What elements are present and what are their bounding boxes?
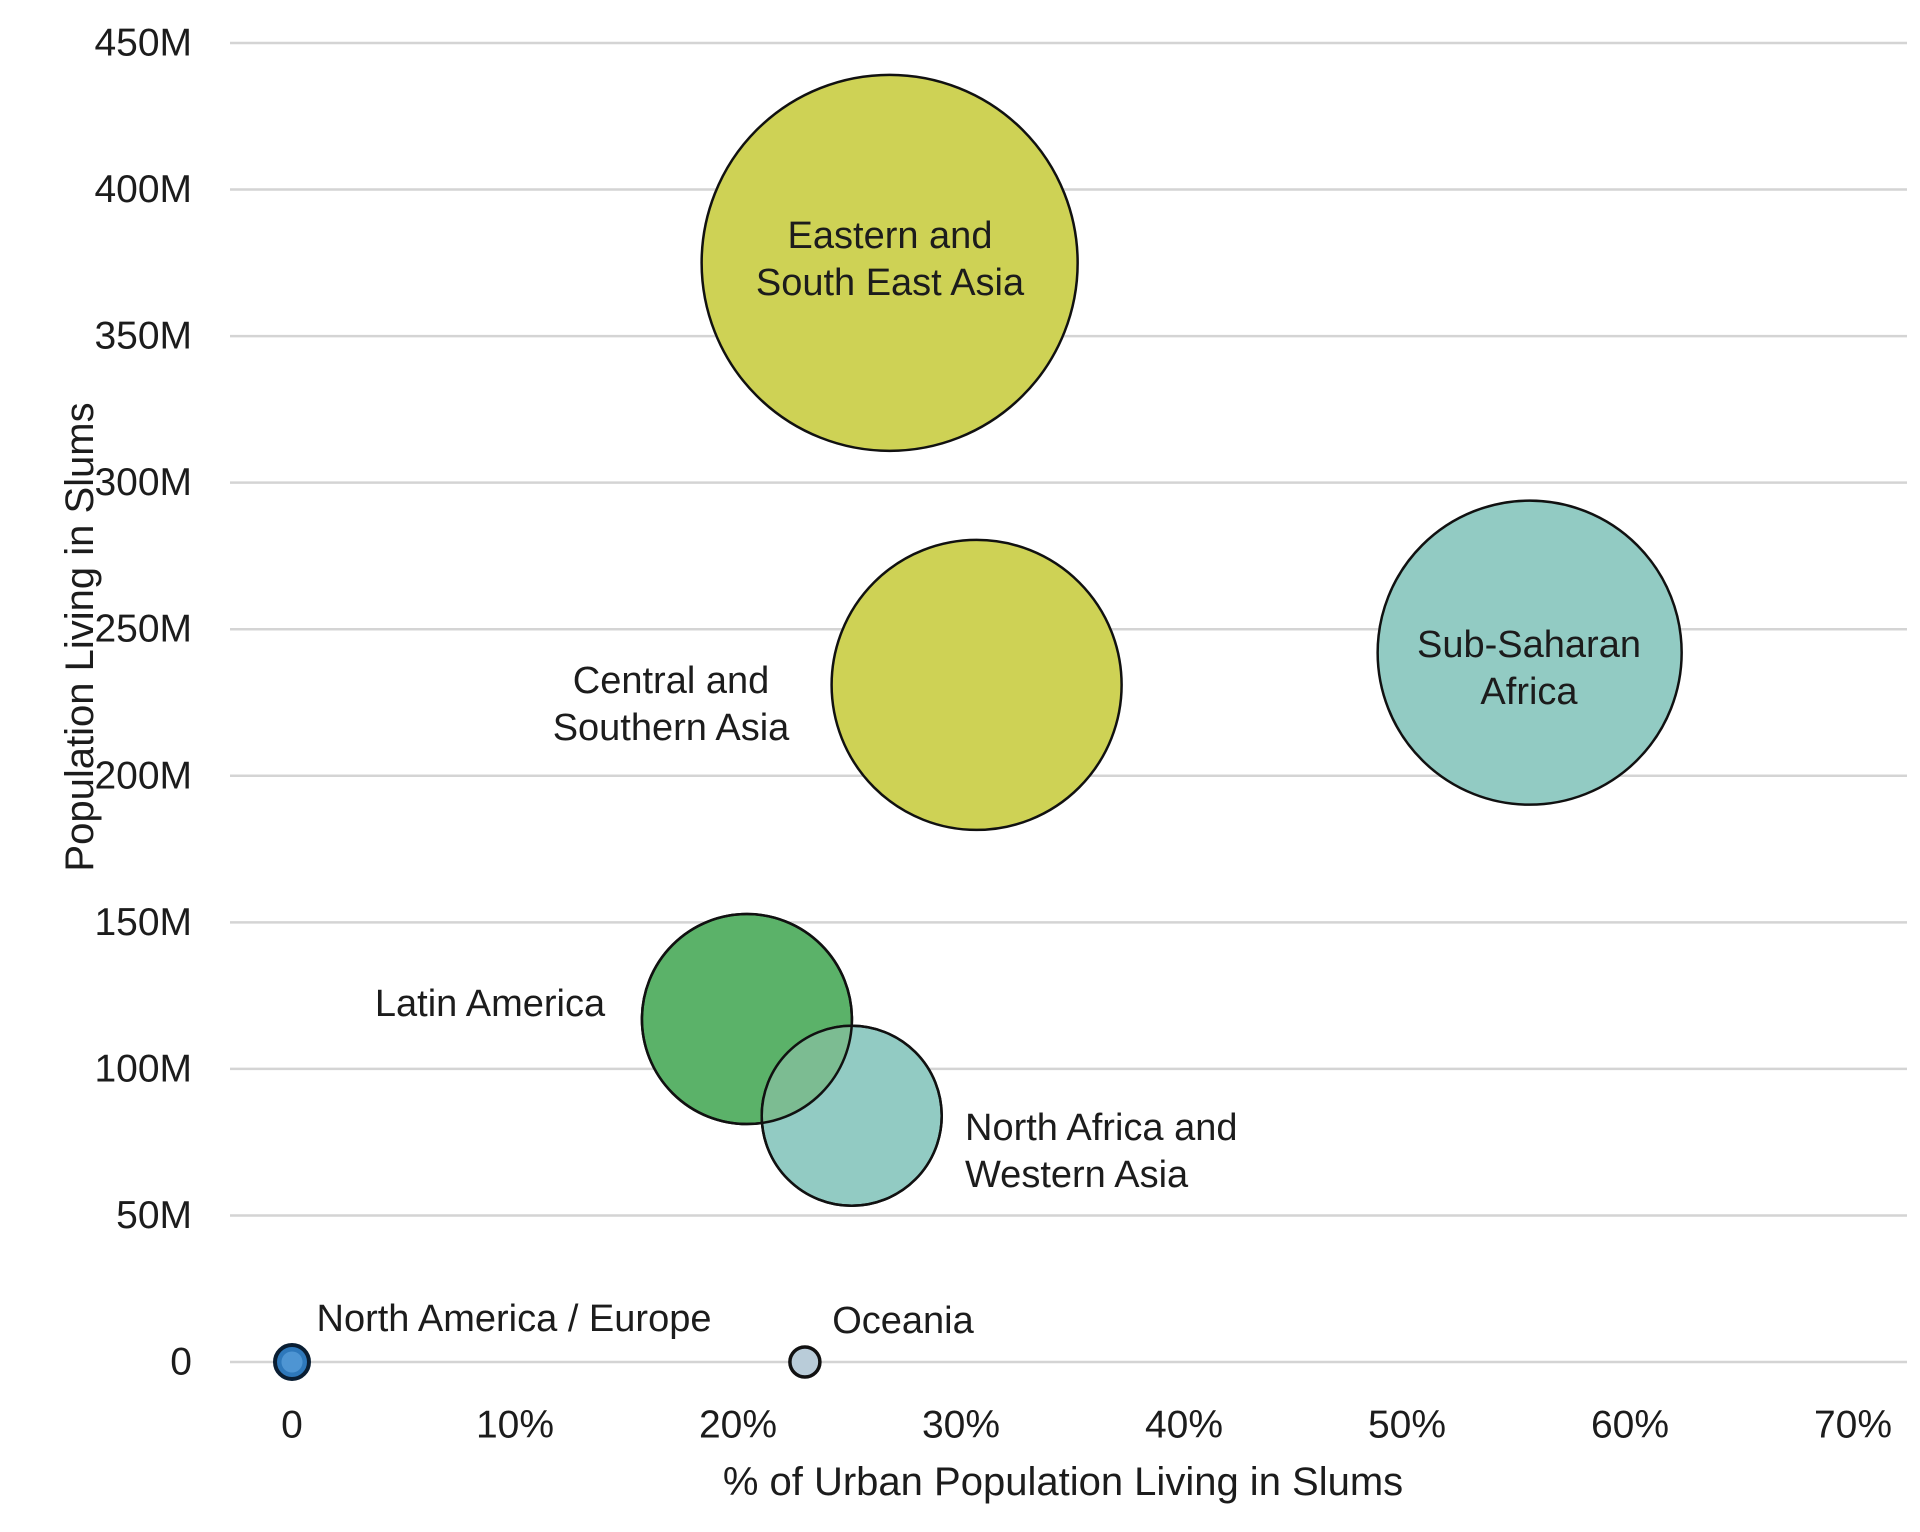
x-tick-60%: 60% bbox=[1591, 1404, 1669, 1447]
y-tick-0: 0 bbox=[170, 1341, 192, 1384]
bubble-oceania bbox=[788, 1345, 822, 1379]
bubble-central-and-southern-asia bbox=[830, 538, 1123, 832]
y-axis-tick-labels: 0 50M 100M 150M 200M 250M 300M 350M 400M 450M bbox=[94, 22, 192, 1384]
y-tick-300M: 300M bbox=[94, 461, 192, 504]
bubble-latin-america-outline bbox=[640, 912, 854, 1126]
y-tick-200M: 200M bbox=[94, 754, 192, 797]
label-central-and-southern-asia-line2: Southern Asia bbox=[553, 707, 790, 749]
x-tick-10%: 10% bbox=[476, 1404, 554, 1447]
bubble-north-america-europe-highlight bbox=[281, 1351, 303, 1373]
label-oceania-line1: Oceania bbox=[832, 1300, 974, 1342]
x-tick-30%: 30% bbox=[922, 1404, 1000, 1447]
x-axis-title: % of Urban Population Living in Slums bbox=[723, 1460, 1403, 1504]
label-sub-saharan-africa-line2: Africa bbox=[1480, 671, 1578, 713]
label-latin-america-line1: Latin America bbox=[375, 983, 606, 1025]
label-eastern-and-south-east-asia-line2: South East Asia bbox=[756, 262, 1025, 304]
label-central-and-southern-asia-line1: Central and bbox=[573, 660, 769, 702]
bubble-north-africa-and-western-asia-outline bbox=[760, 1024, 943, 1208]
y-axis-title: Population Living in Slums bbox=[58, 402, 102, 871]
label-north-america-europe-line1: North America / Europe bbox=[317, 1298, 712, 1340]
y-tick-150M: 150M bbox=[94, 901, 192, 944]
bubble-labels: Eastern and South East Asia Central and Sou… bbox=[317, 215, 1641, 1342]
y-tick-100M: 100M bbox=[94, 1047, 192, 1090]
y-tick-450M: 450M bbox=[94, 22, 192, 65]
bubble-eastern-and-south-east-asia bbox=[700, 73, 1079, 453]
label-eastern-and-south-east-asia-line1: Eastern and bbox=[788, 215, 993, 257]
x-tick-50%: 50% bbox=[1368, 1404, 1446, 1447]
y-tick-250M: 250M bbox=[94, 608, 192, 651]
x-tick-40%: 40% bbox=[1145, 1404, 1223, 1447]
label-north-africa-and-western-asia-line1: North Africa and bbox=[965, 1107, 1237, 1149]
bubble-series bbox=[273, 73, 1683, 1381]
y-tick-50M: 50M bbox=[116, 1194, 192, 1237]
y-tick-350M: 350M bbox=[94, 315, 192, 358]
label-north-africa-and-western-asia-line2: Western Asia bbox=[965, 1154, 1189, 1196]
bubble-sub-saharan-africa bbox=[1376, 499, 1683, 806]
x-tick-20%: 20% bbox=[699, 1404, 777, 1447]
label-sub-saharan-africa-line1: Sub-Saharan bbox=[1417, 624, 1641, 666]
y-tick-400M: 400M bbox=[94, 168, 192, 211]
x-axis-tick-labels: 0 10% 20% 30% 40% 50% 60% 70% bbox=[281, 1404, 1892, 1447]
x-tick-0: 0 bbox=[281, 1404, 303, 1447]
x-tick-70%: 70% bbox=[1814, 1404, 1892, 1447]
